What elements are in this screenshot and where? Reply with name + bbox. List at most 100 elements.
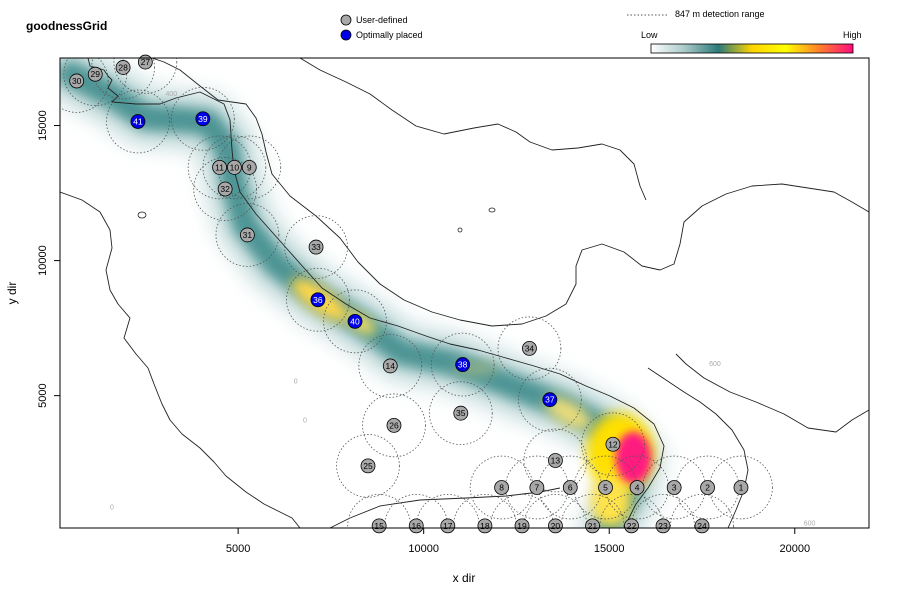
receiver-label: 39	[198, 114, 208, 124]
receiver-label: 35	[456, 408, 466, 418]
receiver-marker	[115, 60, 131, 75]
receiver-user-defined: 4	[629, 480, 645, 495]
y-tick-label: 10000	[37, 245, 49, 276]
receiver-marker	[694, 518, 710, 534]
detection-range-circle	[518, 367, 582, 432]
receiver-marker	[655, 518, 671, 534]
detection-range-circle	[286, 267, 350, 332]
receiver-user-defined: 35	[453, 405, 469, 421]
receiver-user-defined: 19	[514, 518, 530, 534]
receiver-marker	[382, 358, 398, 374]
receiver-label: 23	[658, 521, 668, 531]
legend-marker-user-defined	[340, 14, 352, 26]
island-outline	[488, 207, 496, 213]
receiver-user-defined: 7	[529, 480, 545, 495]
colorbar-high-label: High	[843, 30, 862, 40]
receiver-marker	[629, 480, 645, 495]
receiver-label: 28	[118, 62, 128, 72]
receiver-marker	[562, 480, 578, 495]
receiver-marker	[386, 417, 402, 433]
receiver-optimal: 36	[310, 292, 326, 308]
receiver-user-defined: 33	[308, 239, 324, 255]
receiver-optimal: 39	[195, 111, 211, 127]
coastline-path	[87, 58, 665, 528]
receiver-user-defined: 3	[666, 480, 682, 495]
receiver-user-defined: 13	[548, 453, 563, 468]
detection-range-circle	[113, 58, 178, 94]
contour-label-layer: 400 600 0 0 0 600	[110, 91, 816, 527]
receiver-user-defined: 8	[494, 480, 510, 495]
receiver-user-defined: 18	[477, 518, 493, 534]
receiver-label: 31	[243, 230, 253, 240]
receiver-user-defined: 6	[562, 480, 578, 495]
receiver-marker	[310, 292, 326, 308]
receiver-label: 36	[313, 295, 323, 305]
receiver-marker	[494, 480, 510, 495]
receiver-label: 33	[311, 242, 321, 252]
detection-range-circle	[106, 89, 170, 154]
detection-range-circle	[91, 58, 155, 100]
receiver-marker	[453, 405, 469, 421]
detection-range-circle	[670, 494, 734, 528]
receiver-marker	[477, 518, 493, 534]
receiver-optimal: 37	[542, 392, 558, 408]
receiver-marker	[455, 357, 471, 372]
receiver-marker	[240, 227, 255, 243]
receiver-marker	[529, 480, 545, 495]
detection-range-circle	[336, 434, 400, 498]
detection-range-circle	[215, 203, 280, 267]
receiver-user-defined: 31	[240, 227, 255, 243]
receiver-user-defined: 14	[382, 358, 398, 374]
contour-label: 0	[294, 378, 298, 385]
detection-range-circle	[323, 289, 387, 354]
receiver-user-defined: 11	[212, 159, 227, 175]
receiver-label: 24	[697, 521, 707, 531]
receiver-label: 17	[443, 521, 453, 531]
receiver-marker	[408, 518, 424, 534]
coastline-path	[647, 367, 749, 528]
receiver-label: 10	[230, 162, 240, 172]
receiver-marker	[666, 480, 682, 495]
x-tick-label: 20000	[779, 543, 810, 555]
x-tick-label: 10000	[408, 543, 439, 555]
detection-range-circle	[60, 58, 109, 113]
receiver-marker	[130, 114, 146, 129]
legend-label-optimally-placed: Optimally placed	[356, 30, 423, 40]
receiver-marker	[227, 159, 242, 175]
receiver-marker	[212, 159, 227, 175]
receiver-marker	[347, 313, 363, 329]
receiver-label: 15	[374, 521, 384, 531]
receiver-optimal: 40	[347, 313, 363, 329]
receiver-user-defined: 25	[360, 458, 376, 474]
receiver-marker	[624, 518, 639, 534]
receiver-marker	[217, 181, 233, 197]
receiver-marker	[700, 480, 715, 495]
detection-range-circle	[358, 334, 423, 398]
receiver-user-defined: 28	[115, 60, 131, 75]
receiver-marker	[548, 453, 563, 468]
receiver-label: 8	[499, 482, 504, 492]
receiver-label: 37	[545, 395, 555, 405]
receiver-user-defined: 5	[598, 480, 613, 495]
receiver-marker	[522, 340, 537, 356]
receiver-label: 3	[672, 482, 677, 492]
receiver-marker	[440, 518, 456, 534]
receiver-user-defined: 29	[87, 66, 103, 82]
receiver-marker	[514, 518, 530, 534]
range-legend-label: 847 m detection range	[675, 9, 765, 19]
receiver-label: 4	[635, 482, 640, 492]
receiver-user-defined: 2	[700, 480, 715, 495]
y-axis: 5000 10000 15000	[37, 110, 61, 408]
goodness-heat-layer	[60, 58, 665, 528]
detection-range-circle	[430, 332, 495, 397]
receiver-user-defined: 21	[585, 518, 600, 534]
detection-range-circle	[284, 215, 348, 279]
x-axis-label: x dir	[453, 571, 476, 585]
contour-label: 600	[804, 520, 816, 527]
receiver-label: 5	[603, 482, 608, 492]
detection-range-circle	[193, 157, 257, 221]
y-tick-label: 5000	[37, 383, 49, 407]
y-axis-label: y dir	[5, 282, 19, 305]
goodness-hotspot	[545, 396, 592, 430]
receiver-marker	[241, 159, 257, 175]
